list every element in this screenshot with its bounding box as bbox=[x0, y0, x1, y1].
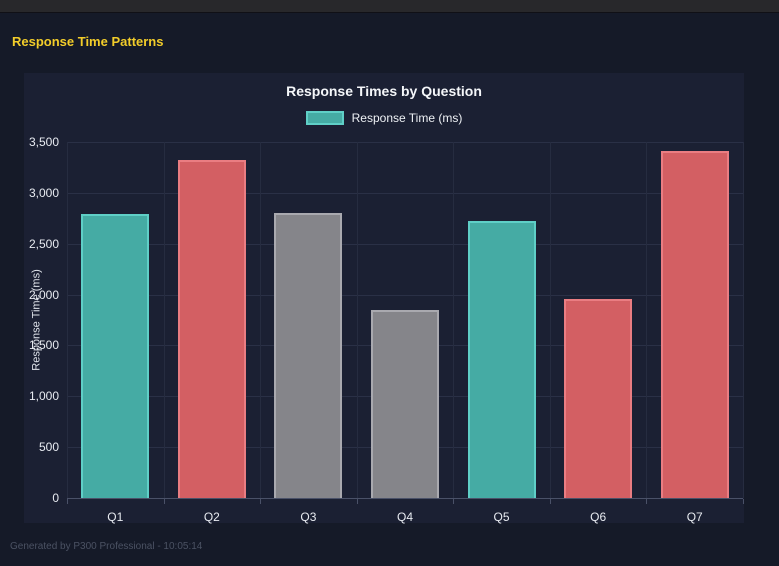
h-gridline bbox=[67, 142, 743, 143]
x-axis-tick bbox=[260, 499, 262, 504]
x-axis-tick bbox=[453, 499, 455, 504]
x-axis-line bbox=[67, 498, 743, 499]
h-gridline bbox=[67, 243, 743, 245]
x-axis-tick bbox=[356, 499, 358, 504]
v-gridline bbox=[453, 142, 455, 498]
plot-area: 0 500 1,000 1,500 2,000 2,500 3,000 3,500 Q1 Q2 Q3… bbox=[29, 135, 744, 524]
x-axis-tick bbox=[549, 499, 551, 504]
legend-label: Response Time (ms) bbox=[351, 111, 463, 125]
h-gridline bbox=[67, 294, 743, 296]
x-axis-tick bbox=[163, 499, 165, 504]
chart-panel: Response Times by Question Response Time… bbox=[24, 73, 744, 524]
y-tick-label: 3,000 bbox=[28, 185, 59, 200]
v-gridline bbox=[67, 142, 68, 498]
v-gridline bbox=[260, 142, 262, 498]
x-axis-tick bbox=[743, 499, 744, 504]
x-tick-label-q3: Q3 bbox=[300, 510, 317, 524]
v-gridline bbox=[549, 142, 551, 498]
v-gridline bbox=[356, 142, 358, 498]
y-tick-label: 1,500 bbox=[28, 338, 59, 353]
x-tick-label-q6: Q6 bbox=[590, 510, 607, 524]
x-axis-tick bbox=[646, 499, 648, 504]
bar-q5[interactable] bbox=[467, 221, 536, 498]
x-tick-label-q5: Q5 bbox=[493, 510, 510, 524]
page-title: Response Time Patterns bbox=[12, 34, 164, 49]
h-gridline bbox=[67, 192, 743, 194]
x-tick-label-q2: Q2 bbox=[203, 510, 220, 524]
bar-q3[interactable] bbox=[274, 213, 343, 498]
window-title-bar bbox=[0, 0, 779, 13]
x-tick-label-q4: Q4 bbox=[396, 510, 414, 524]
footer-status-text: Generated by P300 Professional - 10:05:1… bbox=[10, 541, 203, 552]
bar-q2[interactable] bbox=[177, 160, 246, 498]
y-tick-label: 3,500 bbox=[28, 135, 59, 149]
legend-swatch bbox=[305, 111, 344, 125]
bar-q4[interactable] bbox=[371, 310, 439, 498]
v-gridline bbox=[163, 142, 165, 498]
y-tick-label: 2,000 bbox=[28, 287, 59, 302]
y-tick-label: 2,500 bbox=[28, 236, 59, 251]
y-tick-label: 1,000 bbox=[28, 389, 59, 404]
y-tick-label: 0 bbox=[52, 491, 59, 505]
x-axis-tick bbox=[67, 499, 68, 504]
x-tick-label-q7: Q7 bbox=[686, 510, 703, 524]
y-tick-label: 500 bbox=[38, 440, 59, 455]
v-gridline bbox=[743, 142, 744, 498]
bar-q7[interactable] bbox=[660, 151, 729, 498]
x-tick-label-q1: Q1 bbox=[107, 510, 124, 524]
bar-q1[interactable] bbox=[81, 214, 150, 498]
chart-title: Response Times by Question bbox=[286, 83, 482, 99]
chart-legend[interactable]: Response Time (ms) bbox=[24, 111, 744, 125]
v-gridline bbox=[646, 142, 648, 498]
bar-q6[interactable] bbox=[564, 298, 633, 498]
